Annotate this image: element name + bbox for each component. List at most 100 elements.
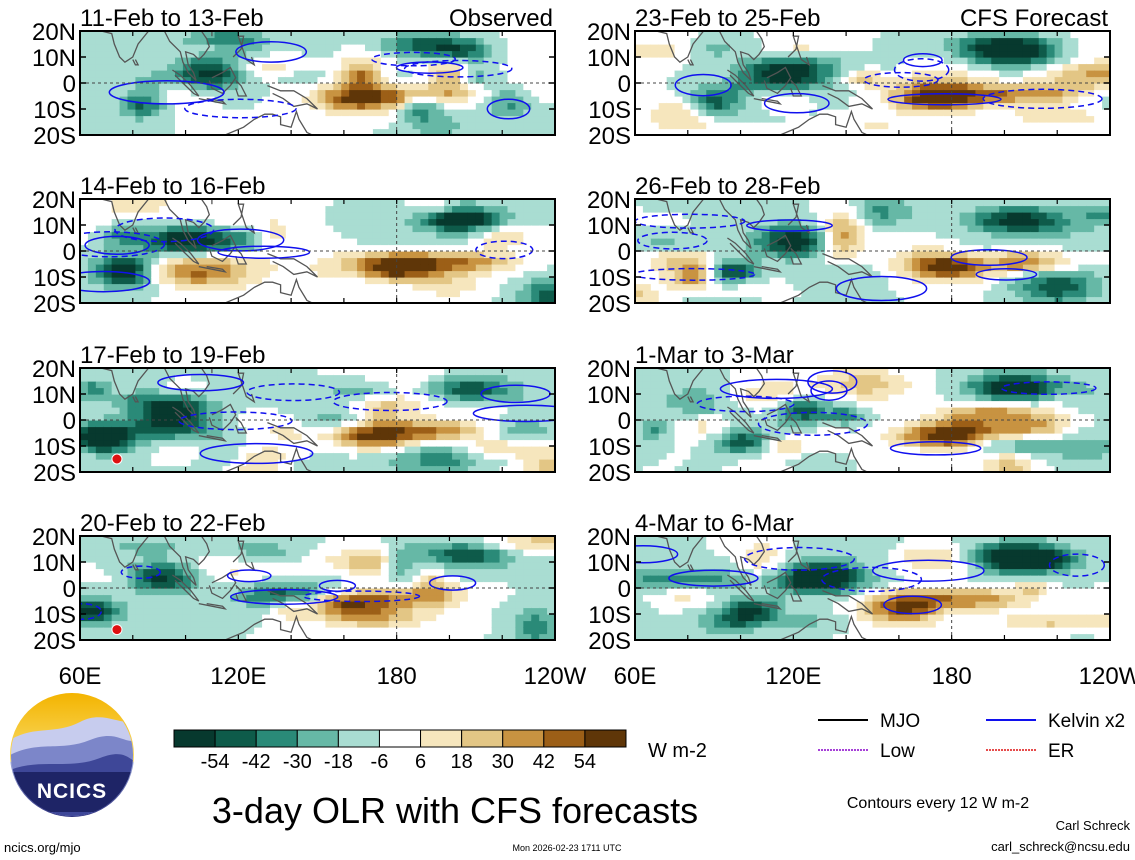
olr-cell <box>499 601 509 609</box>
olr-cell <box>277 368 287 376</box>
olr-cell <box>222 277 232 285</box>
olr-cell <box>270 283 279 291</box>
olr-cell <box>507 588 517 596</box>
olr-cell <box>167 601 176 609</box>
olr-cell <box>365 374 374 382</box>
olr-cell <box>722 83 731 91</box>
olr-cell <box>206 199 216 207</box>
kelvin-contour <box>246 383 341 402</box>
olr-cell <box>951 31 961 39</box>
olr-cell <box>539 607 548 615</box>
olr-cell <box>896 115 905 123</box>
olr-cell <box>349 89 358 97</box>
olr-cell <box>246 83 255 91</box>
olr-cell <box>317 270 327 278</box>
olr-cell <box>238 109 247 117</box>
olr-cell <box>1070 70 1079 78</box>
olr-cell <box>380 115 390 123</box>
olr-cell <box>333 549 342 557</box>
olr-cell <box>230 44 239 52</box>
coastline <box>224 109 313 135</box>
olr-cell <box>262 50 271 58</box>
olr-cell <box>491 465 501 472</box>
olr-cell <box>428 400 437 408</box>
olr-cell <box>460 31 469 39</box>
olr-cell <box>87 264 97 272</box>
olr-cell <box>87 238 97 246</box>
olr-cell <box>396 542 406 550</box>
olr-cell <box>499 562 509 570</box>
olr-cell <box>547 251 555 259</box>
olr-cell <box>412 290 422 298</box>
olr-cell <box>119 549 129 557</box>
olr-cell <box>1007 83 1016 91</box>
olr-cell <box>475 57 485 65</box>
olr-cell <box>825 109 834 117</box>
olr-cell <box>412 374 422 382</box>
olr-cell <box>230 277 239 285</box>
olr-cell <box>143 420 152 428</box>
olr-cell <box>111 122 121 130</box>
olr-cell <box>642 96 652 104</box>
olr-cell <box>175 568 184 576</box>
olr-cell <box>475 601 485 609</box>
olr-cell <box>523 627 532 635</box>
olr-cell <box>262 257 271 265</box>
olr-cell <box>357 264 366 272</box>
olr-cell <box>182 446 192 454</box>
olr-cell <box>467 394 477 402</box>
olr-cell <box>325 575 334 583</box>
olr-cell <box>167 452 176 460</box>
olr-cell <box>388 620 398 628</box>
olr-cell <box>143 407 152 415</box>
olr-cell <box>547 381 555 389</box>
olr-cell <box>872 109 882 117</box>
olr-cell <box>222 63 232 71</box>
olr-cell <box>357 70 366 78</box>
olr-cell <box>365 231 374 239</box>
olr-cell <box>357 128 366 135</box>
olr-cell <box>507 50 517 58</box>
olr-cell <box>111 439 121 447</box>
olr-cell <box>444 31 453 39</box>
olr-cell <box>396 601 406 609</box>
olr-cell <box>380 199 390 207</box>
olr-cell <box>238 218 247 226</box>
olr-cell <box>491 244 501 252</box>
olr-cell <box>706 63 715 71</box>
olr-cell <box>127 433 137 441</box>
olr-cell <box>159 627 168 635</box>
olr-cell <box>341 296 350 303</box>
olr-cell <box>666 122 676 130</box>
olr-cell <box>1070 50 1079 58</box>
olr-cell <box>198 627 208 635</box>
olr-cell <box>87 452 97 460</box>
olr-cell <box>951 89 961 97</box>
olr-cell <box>365 89 374 97</box>
olr-cell <box>650 44 660 52</box>
olr-cell <box>309 452 319 460</box>
olr-cell <box>285 620 295 628</box>
olr-cell <box>951 37 961 45</box>
olr-cell <box>222 452 232 460</box>
olr-cell <box>436 296 445 303</box>
olr-cell <box>190 601 200 609</box>
olr-cell <box>872 96 882 104</box>
olr-cell <box>412 607 422 615</box>
olr-cell <box>159 89 168 97</box>
olr-cell <box>333 407 342 415</box>
olr-cell <box>119 44 129 52</box>
olr-cell <box>499 633 509 640</box>
olr-cell <box>428 57 437 65</box>
olr-cell <box>444 568 453 576</box>
olr-cell <box>167 413 176 421</box>
olr-cell <box>825 122 834 130</box>
olr-cell <box>1030 44 1040 52</box>
olr-cell <box>254 238 263 246</box>
olr-cell <box>159 257 168 265</box>
olr-cell <box>515 452 524 460</box>
olr-cell <box>1030 115 1040 123</box>
olr-cell <box>539 128 548 135</box>
olr-cell <box>840 109 850 117</box>
olr-cell <box>317 218 327 226</box>
